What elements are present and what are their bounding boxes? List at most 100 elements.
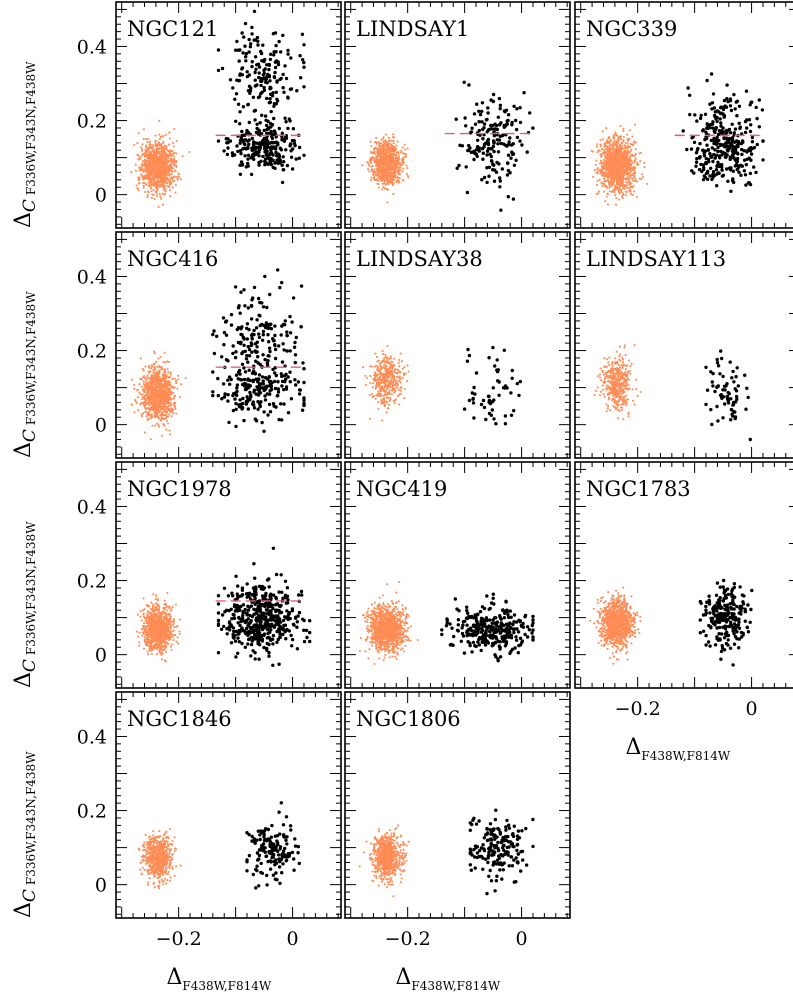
reference-point — [393, 145, 396, 148]
reference-point — [361, 164, 364, 167]
reference-point — [594, 164, 597, 167]
cluster-point — [268, 79, 272, 83]
cluster-point — [514, 118, 518, 123]
reference-point — [161, 142, 165, 145]
reference-point — [603, 180, 607, 183]
reference-point — [616, 149, 619, 152]
cluster-point — [709, 166, 713, 170]
reference-point — [624, 152, 627, 155]
reference-point — [383, 159, 386, 162]
reference-point — [610, 175, 613, 178]
reference-point — [599, 153, 602, 156]
cluster-point — [735, 167, 739, 172]
reference-point — [152, 163, 155, 166]
reference-point — [623, 185, 626, 188]
reference-point — [170, 163, 173, 166]
reference-point — [614, 131, 617, 134]
reference-point — [149, 151, 152, 154]
reference-point — [387, 153, 390, 156]
reference-point — [595, 159, 598, 162]
reference-point — [178, 175, 181, 178]
reference-point — [141, 412, 145, 415]
reference-point — [157, 181, 160, 184]
cluster-point — [731, 169, 735, 173]
cluster-point — [737, 104, 742, 109]
reference-point — [621, 194, 624, 197]
reference-point — [167, 167, 170, 170]
cluster-point — [744, 162, 748, 167]
cluster-point — [710, 122, 715, 126]
reference-point — [168, 169, 171, 173]
cluster-point — [688, 112, 692, 117]
reference-point — [390, 177, 393, 180]
cluster-point — [476, 138, 480, 142]
reference-point — [149, 186, 152, 189]
cluster-point — [279, 50, 283, 54]
cluster-point — [266, 127, 271, 131]
cluster-point — [486, 111, 490, 115]
reference-point — [188, 150, 191, 154]
reference-point — [599, 162, 603, 165]
reference-point — [138, 169, 141, 172]
cluster-point — [237, 59, 241, 63]
reference-point — [604, 147, 608, 151]
reference-point — [615, 164, 619, 167]
cluster-point — [704, 130, 708, 134]
cluster-point — [294, 157, 298, 161]
cluster-point — [291, 127, 296, 131]
cluster-point — [506, 161, 510, 165]
cluster-point — [470, 126, 474, 130]
reference-point — [378, 158, 381, 161]
reference-point — [606, 166, 609, 169]
reference-point — [383, 171, 386, 174]
cluster-point — [728, 97, 733, 101]
reference-point — [630, 177, 633, 180]
reference-point — [169, 410, 172, 414]
cluster-point — [498, 103, 503, 108]
reference-point — [612, 137, 615, 140]
cluster-point — [265, 131, 270, 136]
reference-point — [612, 169, 615, 172]
cluster-point — [745, 126, 749, 130]
cluster-point — [240, 129, 244, 134]
cluster-point — [226, 146, 230, 150]
reference-point — [143, 431, 146, 434]
cluster-point — [253, 55, 258, 59]
reference-point — [629, 154, 633, 157]
reference-point — [162, 134, 165, 137]
cluster-point — [238, 141, 242, 145]
reference-point — [155, 158, 159, 161]
cluster-points — [216, 9, 306, 185]
cluster-point — [259, 159, 263, 163]
cluster-point — [512, 104, 516, 109]
reference-point — [142, 160, 145, 163]
cluster-point — [708, 102, 712, 106]
reference-point — [174, 164, 177, 167]
reference-point — [181, 155, 184, 158]
cluster-point — [492, 179, 497, 183]
reference-point — [636, 161, 639, 164]
cluster-point — [279, 76, 283, 81]
cluster-point — [726, 99, 730, 104]
reference-point — [368, 170, 371, 173]
cluster-point — [241, 105, 246, 109]
cluster-point — [238, 172, 243, 176]
reference-point — [146, 171, 149, 174]
cluster-point — [281, 33, 285, 38]
reference-point — [638, 152, 641, 155]
reference-point — [615, 167, 618, 170]
reference-point — [169, 404, 172, 407]
cluster-point — [482, 122, 487, 126]
cluster-point — [261, 73, 265, 77]
reference-point — [596, 151, 599, 154]
cluster-point — [761, 139, 765, 143]
cluster-point — [480, 120, 484, 124]
reference-point — [385, 152, 388, 155]
reference-point — [607, 149, 610, 152]
reference-point — [391, 184, 394, 187]
cluster-point — [492, 149, 496, 154]
cluster-point — [731, 177, 735, 181]
cluster-point — [299, 76, 303, 80]
reference-point — [622, 179, 625, 182]
cluster-point — [234, 92, 239, 96]
